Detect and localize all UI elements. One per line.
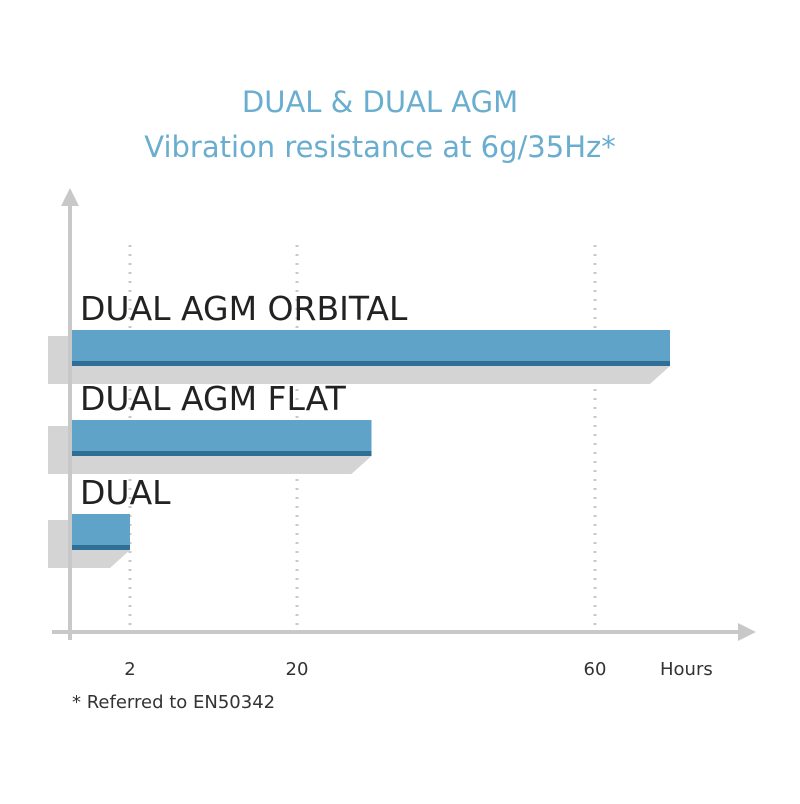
chart-title: DUAL & DUAL AGM — [242, 85, 518, 119]
bar — [72, 514, 130, 550]
x-tick-label: 2 — [124, 659, 135, 680]
bar-edge — [72, 545, 130, 550]
bar — [72, 420, 372, 456]
footnote: * Referred to EN50342 — [72, 692, 275, 713]
bar — [72, 330, 670, 366]
bar-shadow — [48, 426, 372, 474]
category-label: DUAL AGM FLAT — [80, 379, 347, 418]
y-axis-arrow — [61, 188, 79, 206]
bar-edge — [72, 361, 670, 366]
bar-shadow — [48, 336, 670, 384]
chart-subtitle: Vibration resistance at 6g/35Hz* — [144, 130, 615, 164]
category-label: DUAL — [80, 473, 171, 512]
category-label: DUAL AGM ORBITAL — [80, 289, 408, 328]
bar-edge — [72, 451, 372, 456]
x-tick-label: 20 — [286, 659, 309, 680]
x-axis-arrow — [738, 623, 756, 641]
x-axis-label: Hours — [660, 659, 713, 680]
x-tick-label: 60 — [584, 659, 607, 680]
